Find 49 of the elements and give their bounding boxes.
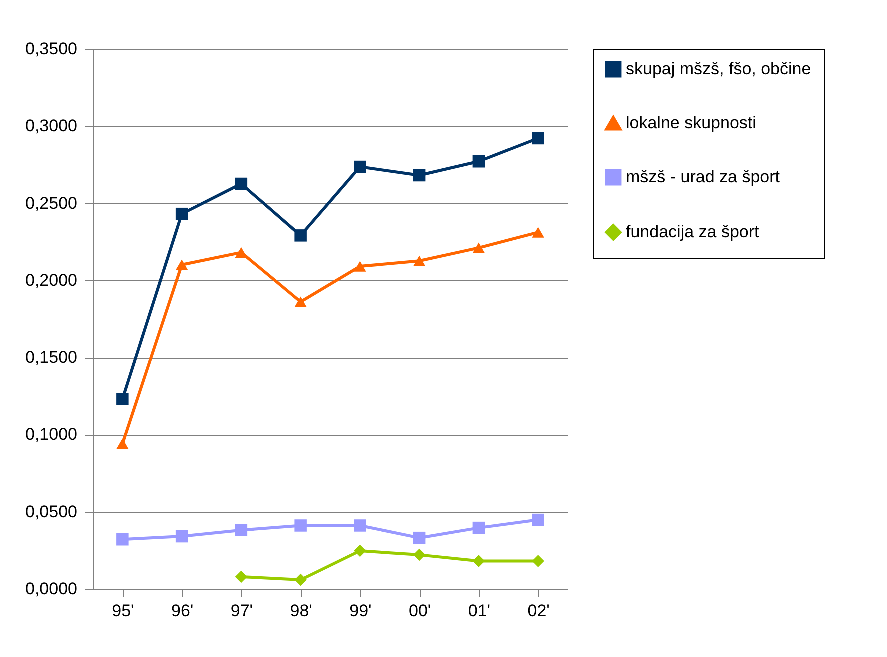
point	[116, 438, 129, 450]
point	[472, 242, 486, 254]
legend-label: fundacija za šport	[626, 222, 760, 242]
point	[294, 574, 307, 586]
y-tick-label: 0,2500	[26, 194, 78, 213]
point	[532, 514, 544, 526]
point	[354, 160, 366, 174]
y-tick-label: 0,1000	[26, 425, 78, 444]
y-tick-label: 0,2000	[26, 270, 78, 290]
legend-label: skupaj mšzš, fšo, občine	[626, 60, 812, 78]
point	[354, 261, 366, 272]
point	[413, 169, 426, 182]
x-tick-label: 97'	[230, 602, 254, 620]
point	[294, 296, 307, 308]
x-tick-label: 95'	[112, 602, 134, 620]
legend-label: lokalne skupnosti	[626, 114, 756, 132]
point	[413, 532, 426, 544]
x-tick-label: 02'	[528, 602, 550, 620]
point	[294, 520, 307, 532]
x-tick-label: 96'	[171, 602, 194, 620]
point	[472, 156, 486, 168]
y-tick-label: 0,3000	[26, 116, 78, 136]
point	[532, 132, 544, 145]
point	[413, 548, 426, 562]
point	[532, 555, 544, 568]
point	[235, 178, 248, 190]
point	[176, 208, 188, 220]
y-tick-label: 0,0000	[26, 580, 78, 598]
x-tick-label: 98'	[290, 602, 312, 620]
x-tick-label: 01'	[468, 602, 491, 620]
point	[235, 570, 248, 584]
point	[235, 524, 248, 536]
point	[413, 256, 426, 266]
point	[472, 522, 486, 534]
point	[472, 555, 486, 568]
point	[532, 227, 544, 238]
point	[176, 260, 188, 270]
y-tick-label: 0,3500	[26, 40, 78, 58]
legend-label: mšzš - urad za šport	[626, 168, 780, 186]
point	[116, 393, 129, 406]
point	[176, 530, 188, 543]
y-tick-label: 0,0500	[26, 502, 78, 522]
point	[354, 520, 366, 532]
x-tick-label: 99'	[350, 602, 372, 620]
point	[116, 534, 129, 546]
point	[294, 230, 307, 242]
point	[354, 544, 366, 558]
y-tick-label: 0,1500	[26, 348, 78, 368]
x-tick-label: 00'	[408, 602, 432, 620]
